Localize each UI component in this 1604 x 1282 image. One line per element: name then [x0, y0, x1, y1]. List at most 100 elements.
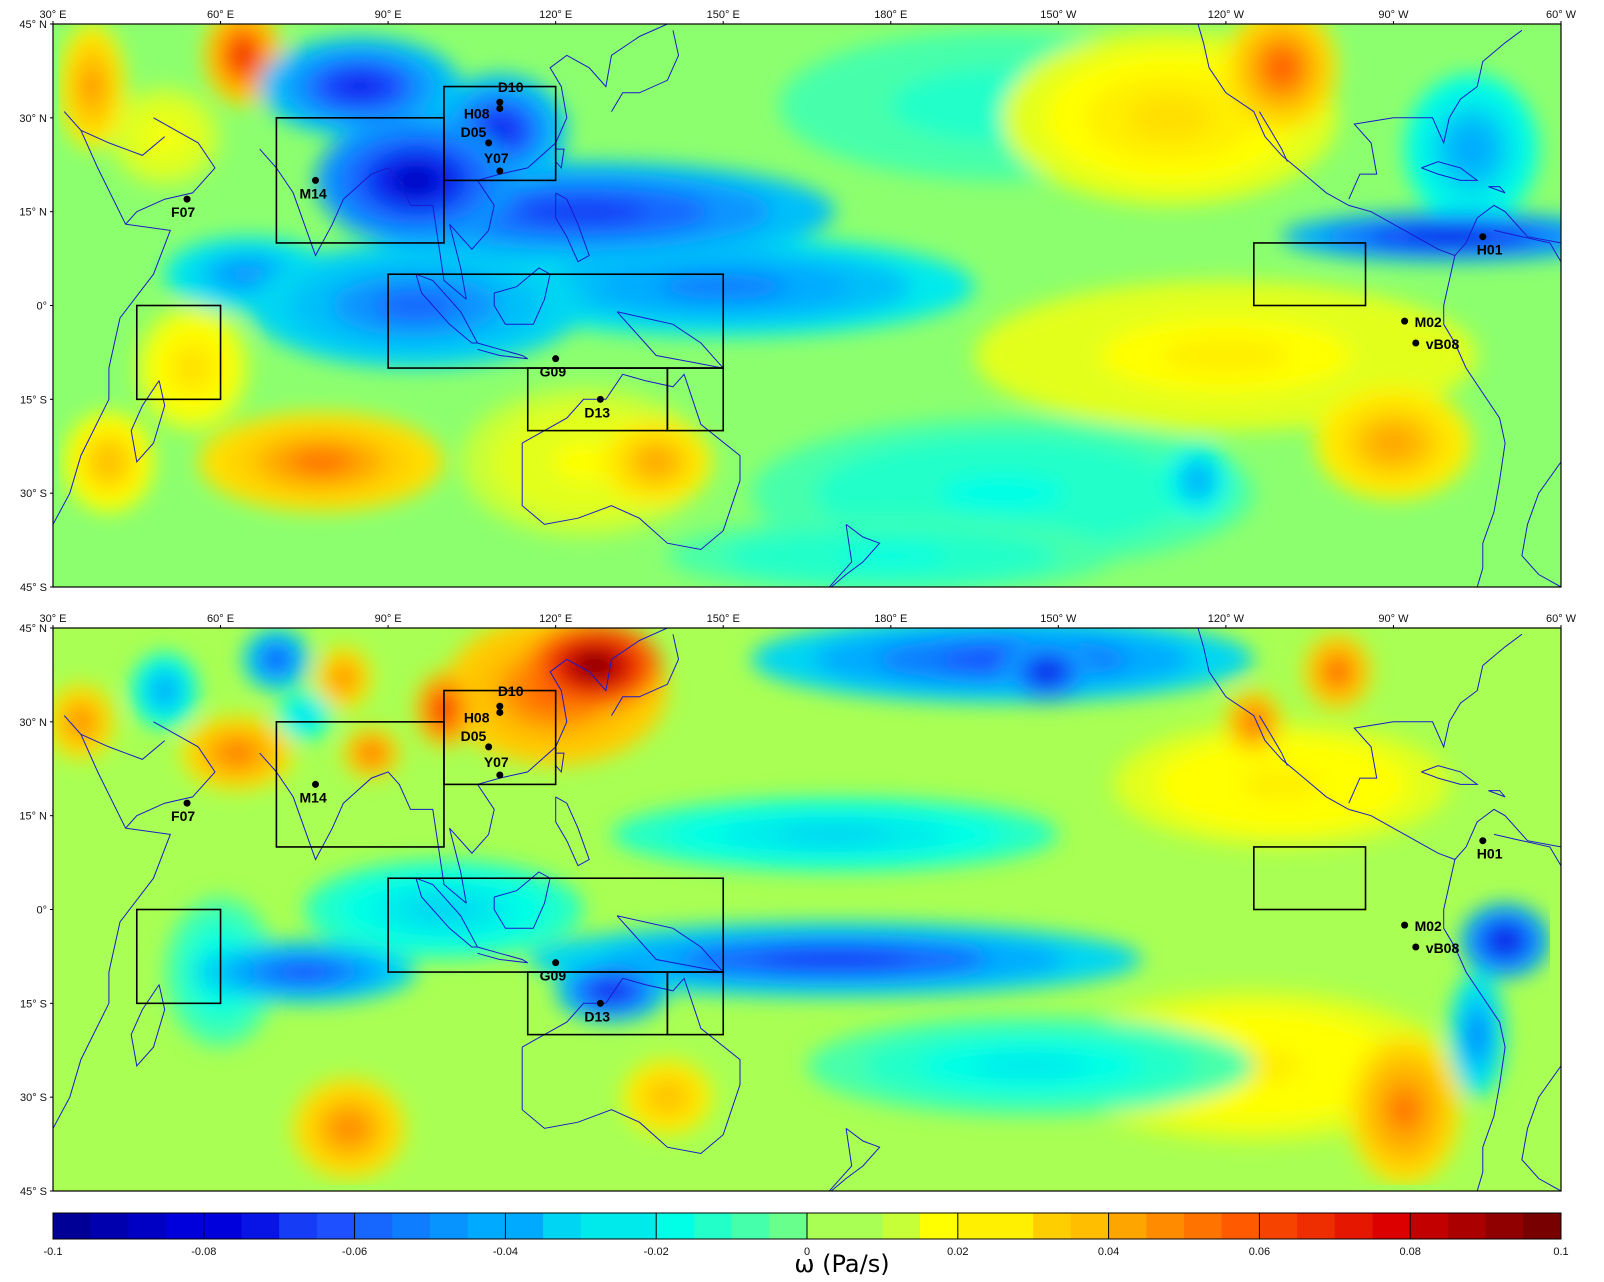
lon-tick-label: 150° E [707, 613, 740, 625]
omega-anomaly-blob [1128, 95, 1212, 140]
coastline [1197, 24, 1561, 257]
site-marker [1479, 837, 1487, 845]
lat-tick-label: 45° S [20, 582, 47, 594]
coastline [555, 796, 590, 867]
site-marker [183, 195, 191, 203]
lon-tick-label: 180° E [874, 9, 907, 21]
site-label: M02 [1415, 314, 1442, 330]
colorbar-cell [1410, 1213, 1449, 1239]
omega-anomaly-blob [1163, 336, 1289, 375]
site-label: D13 [584, 404, 610, 420]
lat-tick-label: 15° S [20, 998, 47, 1010]
omega-anomaly-blob [297, 709, 312, 722]
study-region-box [666, 367, 725, 432]
lon-tick-label: 90° E [375, 613, 402, 625]
lon-tick-label: 60° W [1546, 9, 1577, 21]
omega-anomaly-blob [939, 474, 1066, 512]
omega-anomaly-blob [364, 746, 379, 760]
colorbar-cell [995, 1213, 1034, 1239]
lat-tick-label: 45° N [19, 623, 47, 635]
colorbar-cell [279, 1213, 318, 1239]
site-label: Y07 [484, 754, 509, 770]
lon-tick-label: 120° E [539, 9, 572, 21]
lon-tick-label: 150° W [1040, 613, 1077, 625]
site-marker [1401, 921, 1409, 929]
colorbar-cell [543, 1213, 582, 1239]
colorbar-cell [693, 1213, 733, 1239]
colorbar-tick-label: 0.06 [1249, 1246, 1270, 1258]
lat-tick-label: 30° S [20, 488, 47, 500]
colorbar-tick-label: 0 [804, 1246, 810, 1258]
colorbar-cell [957, 1213, 996, 1239]
omega-anomaly-blob [1373, 429, 1413, 458]
lon-tick-label: 180° E [874, 613, 907, 625]
omega-anomaly-blob [1189, 471, 1207, 491]
omega-anomaly-blob [178, 352, 207, 384]
coastline [53, 715, 171, 1129]
coastline [125, 117, 216, 225]
site-marker [552, 959, 560, 967]
site-marker [496, 702, 504, 710]
site-marker [485, 743, 493, 751]
omega-anomaly-blob [97, 449, 121, 475]
coastline [125, 721, 216, 829]
site-label: D13 [584, 1008, 610, 1024]
coastline [1493, 229, 1561, 262]
lon-tick-labels-top: 30° E 60° E 90° E 120° E 150° E 180° E 150° W 1… [39, 9, 1577, 24]
site-label: G09 [540, 364, 567, 380]
colorbar-cell [1070, 1213, 1110, 1239]
coastline [1258, 111, 1288, 162]
lon-tick-label: 30° E [39, 9, 66, 21]
omega-anomaly-blob [335, 74, 386, 100]
colorbar-cell [1297, 1213, 1336, 1239]
colorbar-cell [430, 1213, 469, 1239]
site-label: H01 [1477, 846, 1503, 862]
map-panel-bottom: D10 H08 D05 Y07 M14 F07 G09 D13 H01 M02 vB08 30° E… [19, 613, 1576, 1198]
colorbar-cell [882, 1213, 921, 1239]
coastline [555, 148, 565, 170]
site-marker [312, 780, 320, 788]
lon-tick-label: 90° E [375, 9, 402, 21]
lat-tick-labels-top: 45° N 30° N 15° N 0° 15° S 30° S 45° S [19, 19, 53, 594]
lon-tick-label: 90° W [1378, 9, 1409, 21]
coastline [415, 273, 479, 344]
omega-anomaly-blob [656, 1087, 679, 1107]
colorbar-cell [467, 1213, 506, 1239]
site-label: H08 [464, 105, 490, 121]
colorbar-title: ω (Pa/s) [794, 1250, 889, 1278]
colorbar-cell [1334, 1213, 1373, 1239]
colorbar-cell [1523, 1213, 1562, 1239]
colorbar-cell [618, 1213, 657, 1239]
lon-tick-label: 60° E [207, 613, 234, 625]
colorbar: -0.1 -0.08 -0.06 -0.04 -0.02 0 0.02 0.04 0.06 0.0… [44, 1212, 1569, 1278]
coastline [1521, 461, 1561, 587]
coastline [1421, 161, 1479, 181]
colorbar-tick-label: 0.02 [947, 1246, 968, 1258]
lat-tick-label: 0° [36, 905, 47, 917]
coastline [53, 111, 171, 525]
lat-tick-label: 15° S [20, 394, 47, 406]
colorbar-ticks: -0.1 -0.08 -0.06 -0.04 -0.02 0 0.02 0.04 0.06 0.0… [44, 1213, 1569, 1258]
omega-anomaly-blob [642, 450, 671, 473]
site-label: F07 [171, 204, 195, 220]
coastline [493, 871, 551, 929]
omega-anomaly-blob [834, 546, 947, 566]
site-label: D10 [498, 79, 524, 95]
omega-anomaly-blob [83, 70, 101, 103]
omega-anomaly-blob [1246, 714, 1261, 730]
site-label: F07 [171, 808, 195, 824]
lat-tick-label: 15° N [19, 207, 47, 219]
coastline [1488, 790, 1506, 798]
lon-tick-label: 60° E [207, 9, 234, 21]
omega-field-bottom [53, 628, 1561, 1191]
colorbar-cell [1259, 1213, 1298, 1239]
omega-anomaly-blob [552, 443, 615, 481]
omega-anomaly-blob [597, 983, 626, 999]
site-marker [596, 999, 604, 1007]
lon-tick-label: 120° E [539, 613, 572, 625]
coastline [1348, 29, 1523, 200]
omega-anomaly-blob [1267, 52, 1296, 84]
omega-anomaly-blob [779, 825, 891, 844]
coastline [1348, 633, 1523, 804]
